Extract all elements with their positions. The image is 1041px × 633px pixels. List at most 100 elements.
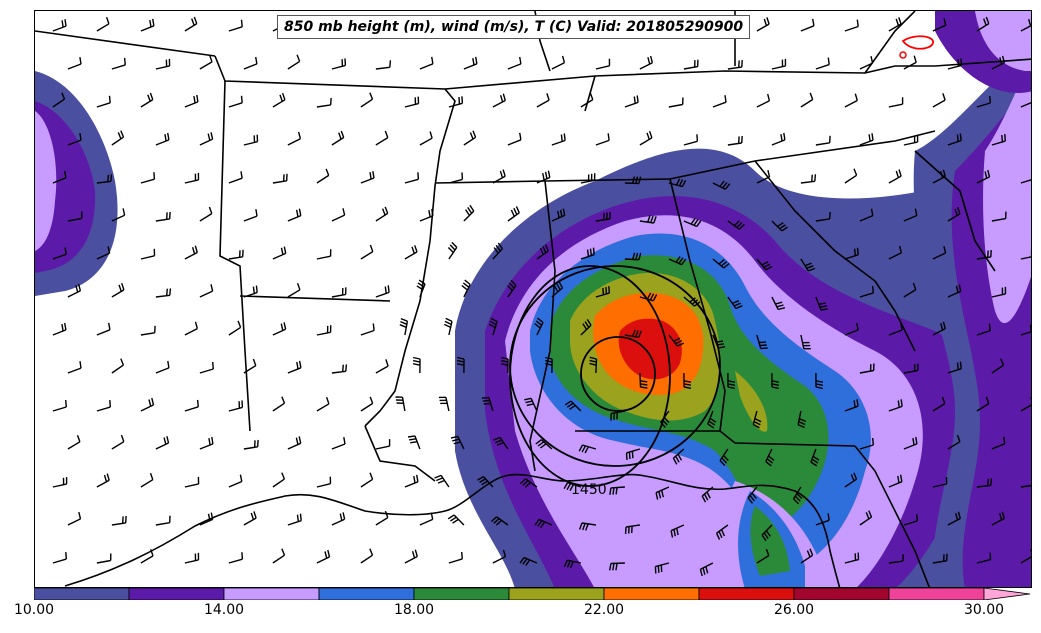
wind-barb-flag	[369, 396, 374, 404]
wind-barb-flag	[456, 359, 465, 363]
wind-barb	[243, 517, 257, 526]
wind-barb	[448, 321, 453, 336]
wind-barb-flag	[255, 209, 258, 217]
wind-barb	[155, 367, 170, 374]
wind-barb-flag	[453, 441, 461, 445]
wind-barb-flag	[578, 522, 583, 530]
wind-barb	[991, 217, 1006, 222]
wind-barb-flag	[77, 283, 82, 291]
wind-barb-flag	[871, 133, 874, 141]
wind-barb	[96, 329, 111, 336]
wind-barb-flag	[295, 437, 299, 445]
wind-barb-flag	[959, 361, 962, 369]
wind-barb-flag	[399, 324, 407, 328]
wind-barb-flag	[562, 208, 566, 216]
border-line	[239, 295, 391, 302]
wind-barb	[111, 364, 124, 374]
wind-barb	[991, 517, 1005, 526]
wind-barb-flag	[612, 487, 615, 495]
wind-barb-flag	[681, 258, 687, 266]
wind-barb-flag	[771, 383, 779, 386]
wind-barb-flag	[325, 396, 330, 405]
wind-barb	[668, 258, 682, 266]
wind-barb-flag	[513, 207, 518, 215]
wind-barb-flag	[445, 317, 453, 323]
wind-barb-flag	[673, 337, 681, 342]
wind-barb	[1020, 404, 1031, 412]
wind-barb	[570, 400, 582, 412]
wind-barb-flag	[79, 56, 82, 65]
wind-barb-flag	[751, 492, 757, 499]
wind-barb-flag	[632, 252, 636, 260]
wind-barb-flag	[709, 417, 717, 423]
wind-barb	[756, 176, 770, 184]
wind-barb	[419, 215, 434, 222]
wind-barb-flag	[678, 257, 684, 264]
east-band-lavender	[983, 55, 1031, 324]
wind-barb	[859, 516, 872, 526]
wind-barb	[360, 554, 373, 564]
wind-barb-flag	[897, 400, 900, 408]
wind-barb	[96, 406, 111, 412]
wind-barb	[670, 524, 685, 532]
border-line	[219, 80, 251, 432]
wind-barb	[903, 520, 918, 526]
wind-barb-flag	[250, 512, 255, 520]
wind-barb	[1020, 24, 1031, 32]
wind-barb-flag	[167, 132, 170, 141]
wind-barb-flag	[561, 55, 566, 63]
colorbar-tick: 14.00	[203, 602, 245, 618]
wind-barb-flag	[899, 474, 903, 482]
wind-barb	[976, 330, 991, 336]
wind-barb-flag	[780, 133, 783, 142]
wind-barb-flag	[490, 317, 498, 323]
wind-barb-flag	[400, 320, 408, 325]
wind-barb-flag	[956, 362, 959, 370]
wind-barb-flag	[545, 362, 553, 366]
wind-barb-flag	[650, 215, 654, 223]
wind-barb	[888, 405, 903, 412]
wind-barb-flag	[959, 133, 962, 141]
wind-barb-flag	[519, 478, 526, 485]
wind-barb-flag	[118, 284, 122, 292]
wind-barb	[375, 365, 389, 374]
wind-barb-flag	[430, 512, 434, 520]
wind-barb-flag	[412, 359, 421, 363]
wind-barb-flag	[75, 285, 79, 293]
wind-barb	[499, 437, 509, 450]
wind-barb-flag	[699, 569, 703, 577]
wind-barb	[625, 524, 640, 528]
wind-barb	[903, 369, 918, 374]
wind-barb-flag	[592, 247, 595, 255]
border-line	[444, 65, 935, 90]
wind-barb-flag	[771, 386, 779, 390]
wind-barb	[1020, 484, 1031, 488]
wind-barb-flag	[727, 386, 736, 390]
wind-barb-flag	[1030, 17, 1031, 19]
wind-barb-flag	[508, 282, 515, 289]
wind-barb	[655, 486, 670, 494]
wind-barb-flag	[79, 361, 82, 369]
wind-barb-flag	[481, 396, 489, 399]
wind-barb-flag	[387, 285, 390, 293]
wind-barb-flag	[566, 560, 571, 568]
wind-barb-flag	[342, 208, 346, 216]
wind-barb-flag	[502, 549, 507, 557]
wind-barb-flag	[589, 359, 597, 363]
wind-barb-flag	[793, 498, 800, 505]
wind-barb-flag	[166, 436, 170, 444]
system-red	[618, 318, 682, 380]
wind-barb	[1020, 331, 1031, 336]
wind-barb-flag	[343, 436, 346, 445]
wind-barb-flag	[781, 226, 788, 232]
wind-barb	[316, 174, 330, 184]
wind-barb-flag	[663, 416, 670, 423]
wind-barb-flag	[703, 493, 709, 501]
wind-barb	[140, 404, 154, 412]
wind-barb-flag	[586, 249, 590, 257]
wind-barb-flag	[647, 57, 651, 65]
wind-barb-flag	[957, 511, 961, 519]
wind-barb-flag	[208, 206, 213, 214]
wind-barb-flag	[540, 521, 546, 529]
wind-barb	[463, 136, 476, 146]
